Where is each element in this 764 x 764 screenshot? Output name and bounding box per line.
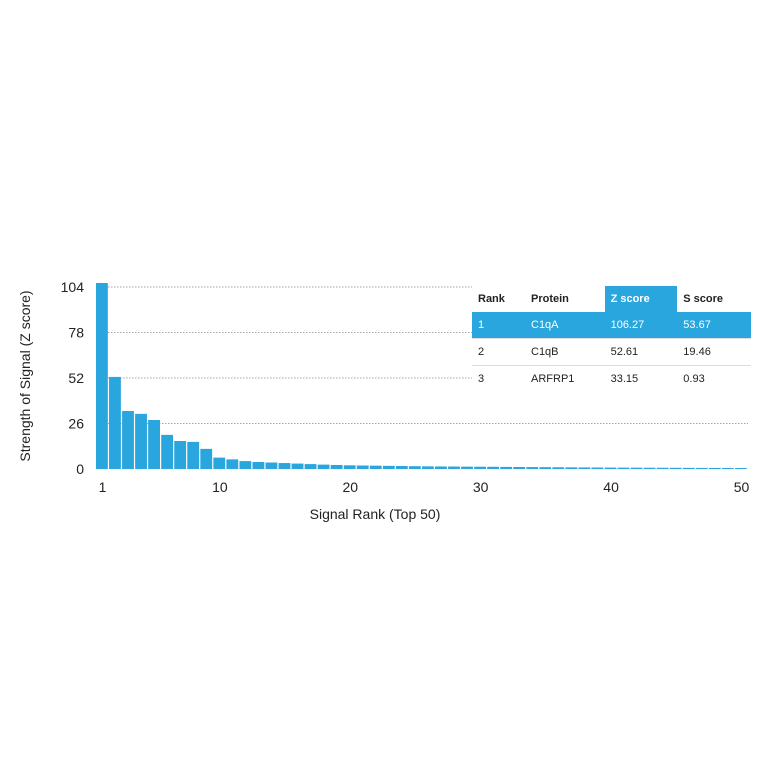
bar-rank-39 xyxy=(591,467,604,469)
bar-rank-41 xyxy=(617,467,630,469)
bar-rank-8 xyxy=(187,441,200,469)
bars xyxy=(96,283,747,469)
y-tick-label: 52 xyxy=(68,370,84,386)
bar-rank-10 xyxy=(213,457,226,469)
cell-protein: C1qB xyxy=(525,338,605,366)
bar-rank-18 xyxy=(317,464,330,469)
table-row: 3 ARFRP1 33.15 0.93 xyxy=(472,366,751,393)
bar-rank-31 xyxy=(487,466,500,469)
y-tick-label: 78 xyxy=(68,324,84,340)
bar-rank-24 xyxy=(395,466,408,469)
bar-rank-11 xyxy=(226,459,239,469)
bar-rank-6 xyxy=(161,434,174,469)
header-rank: Rank xyxy=(478,293,505,305)
x-tick-label: 1 xyxy=(99,479,107,495)
bar-rank-26 xyxy=(422,466,434,469)
header-protein: Protein xyxy=(531,293,569,305)
x-tick-labels: 1 10 20 30 40 50 xyxy=(99,479,750,495)
x-tick-label: 40 xyxy=(603,479,619,495)
bar-rank-12 xyxy=(239,461,252,469)
bar-rank-42 xyxy=(630,467,643,469)
bar-rank-4 xyxy=(135,413,147,469)
x-tick-label: 10 xyxy=(212,479,228,495)
bar-rank-35 xyxy=(539,467,552,469)
bar-rank-30 xyxy=(474,466,486,469)
bar-rank-34 xyxy=(526,467,539,469)
bar-rank-23 xyxy=(382,465,395,469)
bar-rank-33 xyxy=(513,466,526,469)
cell-rank: 1 xyxy=(472,312,525,339)
cell-s-score: 53.67 xyxy=(677,312,751,339)
bar-rank-45 xyxy=(669,467,682,469)
bar-rank-27 xyxy=(435,466,447,469)
bar-rank-22 xyxy=(369,465,382,469)
bar-rank-47 xyxy=(695,467,708,469)
bar-rank-13 xyxy=(252,461,265,469)
y-tick-label: 26 xyxy=(68,415,84,431)
bar-rank-16 xyxy=(291,463,304,469)
x-tick-label: 30 xyxy=(473,479,489,495)
bar-rank-43 xyxy=(643,467,656,469)
bar-rank-21 xyxy=(356,465,369,469)
bar-rank-40 xyxy=(604,467,617,469)
x-tick-label: 50 xyxy=(734,479,750,495)
header-s-score: S score xyxy=(683,293,724,305)
y-tick-label: 104 xyxy=(61,279,85,295)
bar-rank-5 xyxy=(148,419,160,469)
bar-rank-14 xyxy=(265,462,278,469)
bar-rank-2 xyxy=(109,376,121,469)
score-table: Rank Protein Z score S score 1 C1qA 106.… xyxy=(472,286,751,392)
bar-rank-29 xyxy=(461,466,473,469)
bar-rank-25 xyxy=(408,466,421,469)
cell-protein: C1qA xyxy=(525,312,605,339)
x-axis-title: Signal Rank (Top 50) xyxy=(310,506,441,522)
bar-rank-36 xyxy=(552,467,565,469)
bar-rank-15 xyxy=(278,463,291,469)
table-row: 2 C1qB 52.61 19.46 xyxy=(472,338,751,366)
bar-rank-19 xyxy=(330,464,343,469)
cell-z-score: 33.15 xyxy=(610,373,639,385)
bar-rank-1 xyxy=(96,283,108,469)
bar-rank-38 xyxy=(578,467,591,469)
y-tick-labels: 0 26 52 78 104 xyxy=(61,279,85,477)
y-tick-label: 0 xyxy=(76,461,84,477)
bar-rank-32 xyxy=(500,466,513,469)
bar-rank-20 xyxy=(343,465,356,469)
cell-z-score: 106.27 xyxy=(604,312,678,339)
bar-rank-46 xyxy=(682,467,695,469)
y-axis-title: Strength of Signal (Z score) xyxy=(17,290,33,461)
cell-rank: 2 xyxy=(472,338,525,366)
header-z-score: Z score xyxy=(604,286,678,312)
cell-s-score: 0.93 xyxy=(683,373,705,385)
bar-rank-37 xyxy=(565,467,578,469)
cell-z-score: 52.61 xyxy=(604,338,678,366)
cell-protein: ARFRP1 xyxy=(531,373,575,385)
bar-rank-9 xyxy=(200,448,213,469)
bar-rank-28 xyxy=(448,466,460,469)
table-row: 1 C1qA 106.27 53.67 xyxy=(472,312,751,339)
cell-rank: 3 xyxy=(478,373,485,385)
bar-rank-3 xyxy=(122,410,134,469)
bar-rank-17 xyxy=(304,464,317,469)
bar-rank-44 xyxy=(656,467,669,469)
bar-rank-49 xyxy=(721,467,734,469)
cell-s-score: 19.46 xyxy=(677,338,751,366)
table-header-row: Rank Protein Z score S score xyxy=(472,286,751,312)
x-tick-label: 20 xyxy=(342,479,358,495)
bar-rank-50 xyxy=(734,468,747,469)
bar-rank-7 xyxy=(174,440,187,469)
bar-rank-48 xyxy=(708,467,721,469)
